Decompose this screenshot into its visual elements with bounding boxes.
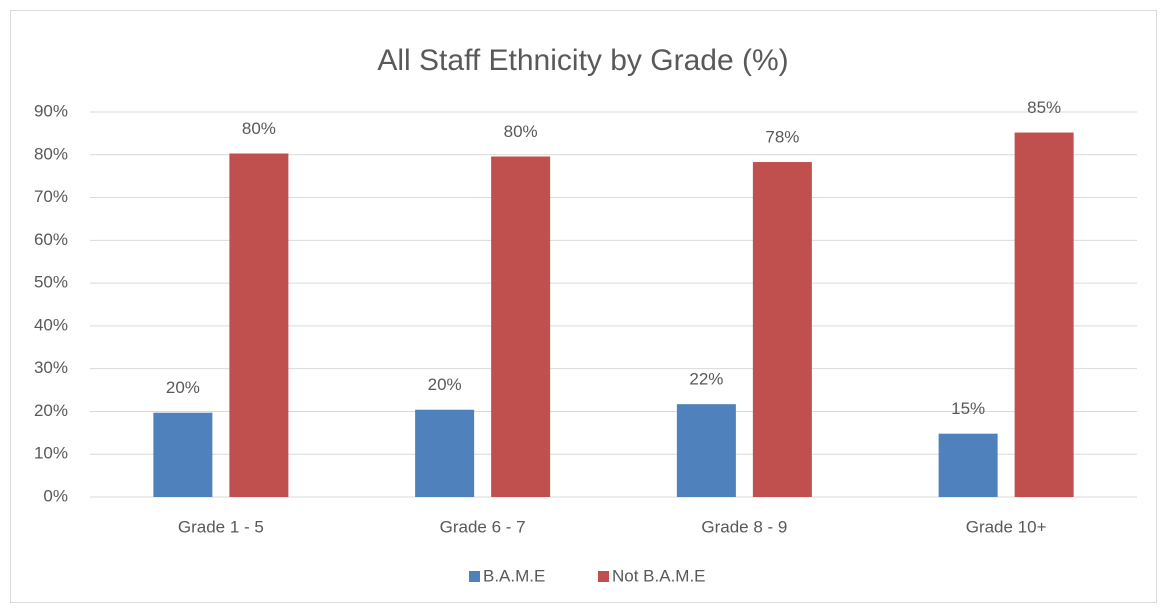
y-tick-label: 60% xyxy=(34,230,68,249)
data-label: 20% xyxy=(428,375,462,394)
bar xyxy=(153,412,213,497)
y-tick-label: 10% xyxy=(34,444,68,463)
chart-title: All Staff Ethnicity by Grade (%) xyxy=(377,44,788,77)
x-tick-label: Grade 8 - 9 xyxy=(701,517,787,536)
y-tick-label: 0% xyxy=(43,486,68,505)
bar xyxy=(676,404,736,497)
data-label: 85% xyxy=(1027,98,1061,117)
bar xyxy=(1014,132,1074,498)
data-label: 80% xyxy=(504,122,538,141)
y-tick-label: 80% xyxy=(34,144,68,163)
x-tick-label: Grade 10+ xyxy=(966,517,1047,536)
x-tick-label: Grade 6 - 7 xyxy=(440,517,526,536)
data-label: 15% xyxy=(951,399,985,418)
y-tick-label: 70% xyxy=(34,187,68,206)
chart-frame xyxy=(10,10,1157,603)
y-tick-label: 30% xyxy=(34,358,68,377)
data-label: 80% xyxy=(242,119,276,138)
bar xyxy=(415,409,475,497)
data-label: 22% xyxy=(689,370,723,389)
bar xyxy=(491,156,551,497)
x-tick-label: Grade 1 - 5 xyxy=(178,517,264,536)
bar xyxy=(938,433,998,497)
y-tick-label: 90% xyxy=(34,101,68,120)
y-tick-label: 20% xyxy=(34,401,68,420)
legend-label: Not B.A.M.E xyxy=(612,566,706,585)
legend-swatch xyxy=(469,571,480,582)
y-tick-label: 50% xyxy=(34,273,68,292)
legend-label: B.A.M.E xyxy=(483,566,545,585)
y-tick-label: 40% xyxy=(34,315,68,334)
bar xyxy=(752,162,812,498)
bar xyxy=(229,153,289,497)
legend-swatch xyxy=(598,571,609,582)
data-label: 20% xyxy=(166,378,200,397)
data-label: 78% xyxy=(765,128,799,147)
